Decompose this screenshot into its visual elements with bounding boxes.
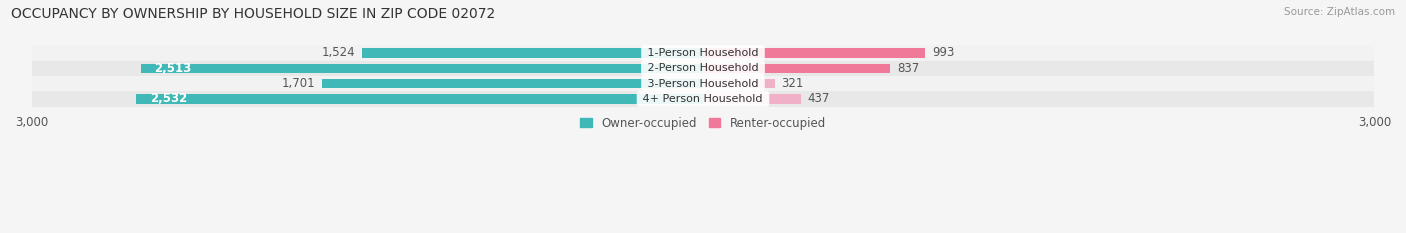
- Bar: [31, 61, 1375, 76]
- Bar: [703, 48, 925, 58]
- Text: Source: ZipAtlas.com: Source: ZipAtlas.com: [1284, 7, 1395, 17]
- Text: 2,532: 2,532: [150, 93, 187, 105]
- Bar: [31, 45, 1375, 61]
- Text: 993: 993: [932, 46, 955, 59]
- Bar: [703, 64, 890, 73]
- Text: 4+ Person Household: 4+ Person Household: [640, 94, 766, 104]
- Text: 1,524: 1,524: [322, 46, 356, 59]
- Text: 837: 837: [897, 62, 920, 75]
- Legend: Owner-occupied, Renter-occupied: Owner-occupied, Renter-occupied: [575, 112, 831, 134]
- Bar: [322, 79, 703, 88]
- Bar: [361, 48, 703, 58]
- Bar: [136, 94, 703, 104]
- Bar: [141, 64, 703, 73]
- Bar: [703, 79, 775, 88]
- Bar: [703, 94, 801, 104]
- Text: 1,701: 1,701: [283, 77, 315, 90]
- Text: 437: 437: [807, 93, 830, 105]
- Text: 321: 321: [782, 77, 804, 90]
- Text: 1-Person Household: 1-Person Household: [644, 48, 762, 58]
- Text: 3-Person Household: 3-Person Household: [644, 79, 762, 89]
- Text: 2,513: 2,513: [155, 62, 191, 75]
- Text: 2-Person Household: 2-Person Household: [644, 63, 762, 73]
- Bar: [31, 76, 1375, 91]
- Bar: [31, 91, 1375, 106]
- Text: OCCUPANCY BY OWNERSHIP BY HOUSEHOLD SIZE IN ZIP CODE 02072: OCCUPANCY BY OWNERSHIP BY HOUSEHOLD SIZE…: [11, 7, 495, 21]
